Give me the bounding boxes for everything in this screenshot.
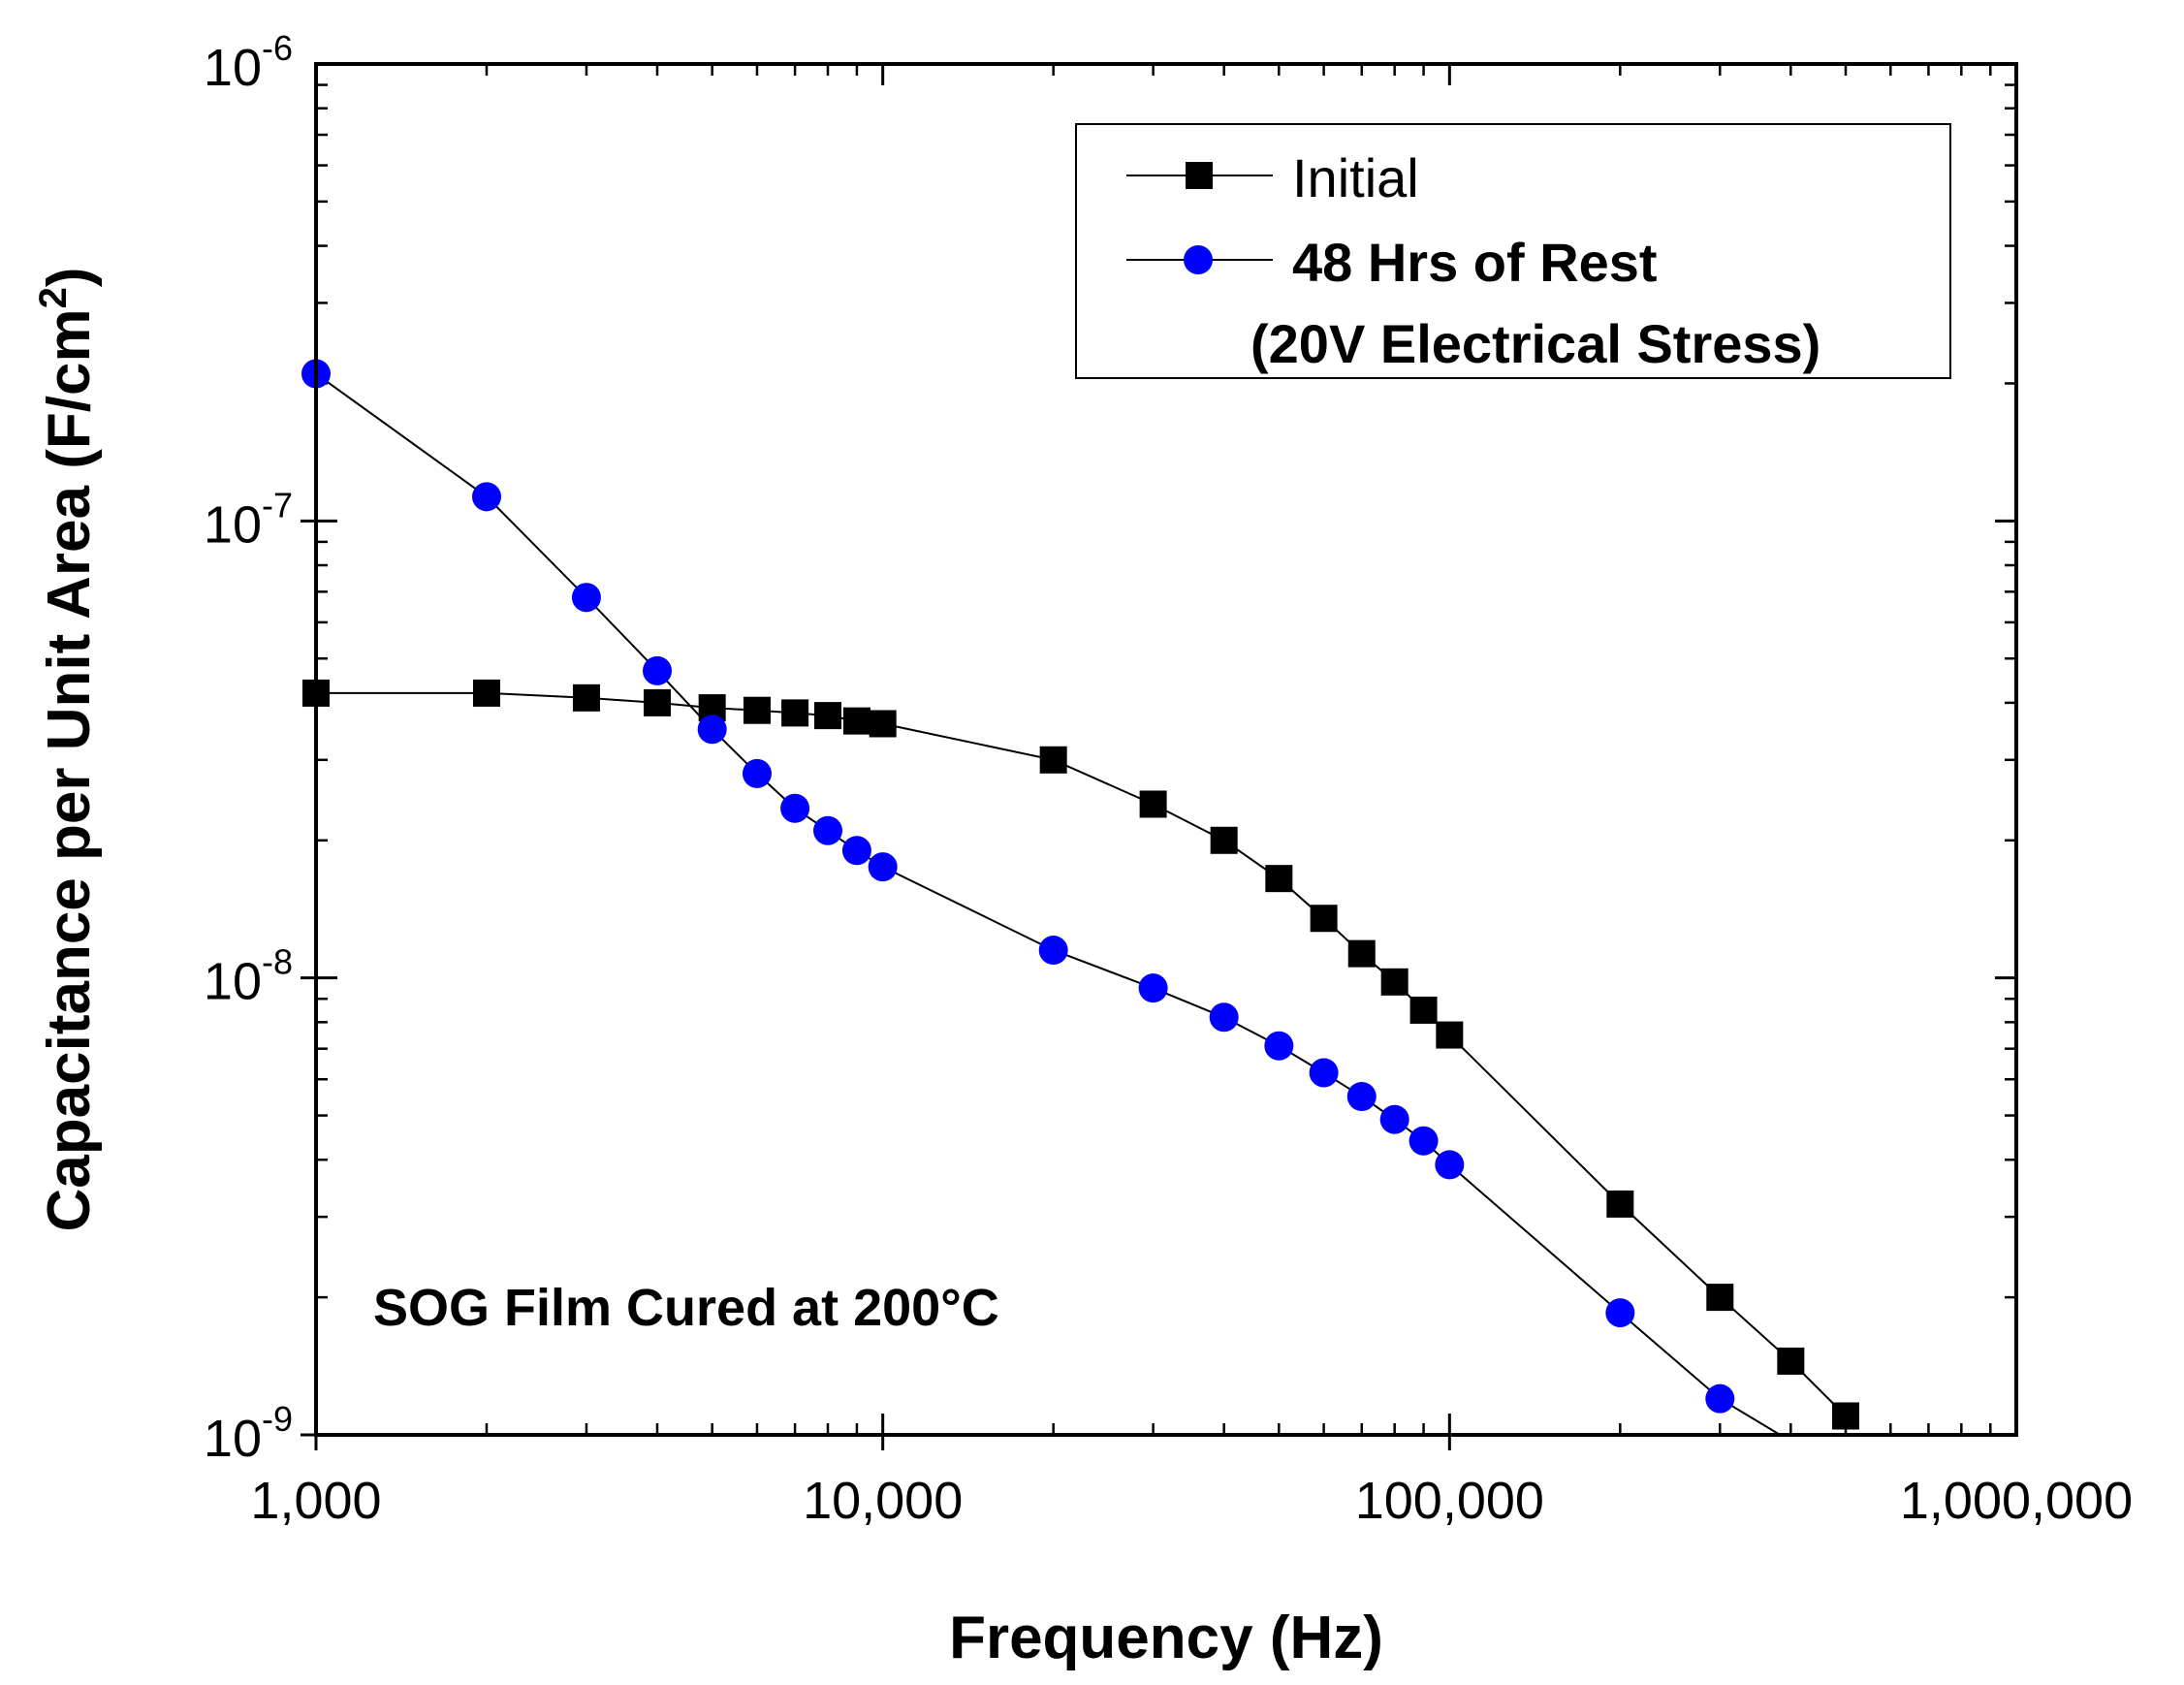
y-tick-exponent: -8 [262,942,293,982]
series-markers [301,359,1859,1430]
data-point-initial [1039,746,1067,774]
x-tick-label: 10,000 [803,1472,963,1530]
x-tick-label: 1,000,000 [1900,1472,2133,1530]
data-point-initial [644,688,672,716]
data-point-initial [1409,996,1438,1024]
legend-rest-label-line2: (20V Electrical Stress) [1250,313,1820,374]
data-point-48hrs-rest [868,852,898,882]
y-tick-exponent: -6 [262,28,293,68]
data-point-48hrs-rest [780,793,810,823]
data-point-48hrs-rest [571,583,601,613]
y-tick-base: 10 [204,1410,262,1468]
y-tick-exponent: -9 [262,1399,293,1439]
data-point-initial [1831,1402,1859,1430]
legend-rest-label: 48 Hrs of Rest [1292,232,1658,293]
y-tick-base: 10 [204,39,262,97]
data-point-48hrs-rest [472,482,502,512]
y-tick-base: 10 [204,953,262,1011]
data-point-initial [1139,790,1167,818]
y-axis-title-end: ) [36,267,103,287]
x-tick-label: 100,000 [1355,1472,1544,1530]
data-point-initial [1706,1284,1734,1312]
plot-frame [314,62,2018,1437]
x-tick-labels: 1,000 10,000 100,000 1,000,000 [250,1472,2133,1530]
data-point-initial [1777,1347,1805,1375]
y-axis-title: Capacitance per Unit Area (F/cm2) [32,267,103,1231]
data-point-48hrs-rest [1409,1126,1439,1156]
data-point-initial [743,696,771,724]
y-tick-exponent: -7 [262,485,293,525]
data-point-initial [869,710,897,738]
data-point-48hrs-rest [1209,1002,1239,1033]
legend-initial-marker [1186,162,1213,189]
data-point-48hrs-rest [1705,1383,1735,1414]
data-point-initial [572,684,600,712]
y-axis-title-main: Capacitance per Unit Area (F/cm [36,308,103,1231]
series-line-48hrs-rest [316,372,1781,1435]
data-point-48hrs-rest [813,815,843,845]
data-point-initial [1380,968,1409,996]
data-point-initial [814,702,842,730]
data-point-48hrs-rest [1605,1298,1635,1328]
data-point-initial [1310,905,1338,933]
y-tick-label: 10-7 [204,485,293,554]
film-annotation: SOG Film Cured at 200°C [373,1279,999,1337]
data-point-initial [781,699,809,727]
data-point-48hrs-rest [1435,1150,1465,1180]
data-point-48hrs-rest [1309,1058,1339,1088]
legend-initial-label: Initial [1292,147,1419,208]
legend-box [1075,123,1951,379]
data-point-initial [1436,1021,1464,1049]
series-lines [316,372,1847,1435]
data-point-48hrs-rest [643,655,673,685]
data-point-48hrs-rest [697,715,727,745]
y-tick-label: 10-6 [204,28,293,97]
data-point-initial [1210,826,1238,854]
x-tick-label: 1,000 [250,1472,381,1530]
data-point-initial [1265,865,1293,893]
data-point-48hrs-rest [1346,1082,1377,1112]
y-tick-label: 10-8 [204,942,293,1011]
data-point-initial [1606,1190,1634,1218]
data-point-48hrs-rest [841,836,871,866]
data-point-initial [473,679,501,707]
y-tick-label: 10-9 [204,1399,293,1468]
data-point-48hrs-rest [1379,1104,1409,1134]
legend-rest-marker [1184,245,1213,274]
data-point-48hrs-rest [1264,1031,1294,1061]
y-tick-base: 10 [204,495,262,554]
data-point-initial [1347,939,1376,968]
y-tick-labels: 10-910-810-710-6 [204,28,293,1468]
y-axis-title-sup: 2 [32,287,75,308]
legend: Initial 48 Hrs of Rest (20V Electrical S… [1075,123,1951,379]
data-point-48hrs-rest [1038,936,1068,966]
data-point-initial [842,707,870,735]
x-axis-title: Frequency (Hz) [949,1605,1383,1671]
data-point-48hrs-rest [742,758,772,788]
data-point-48hrs-rest [1138,973,1168,1003]
